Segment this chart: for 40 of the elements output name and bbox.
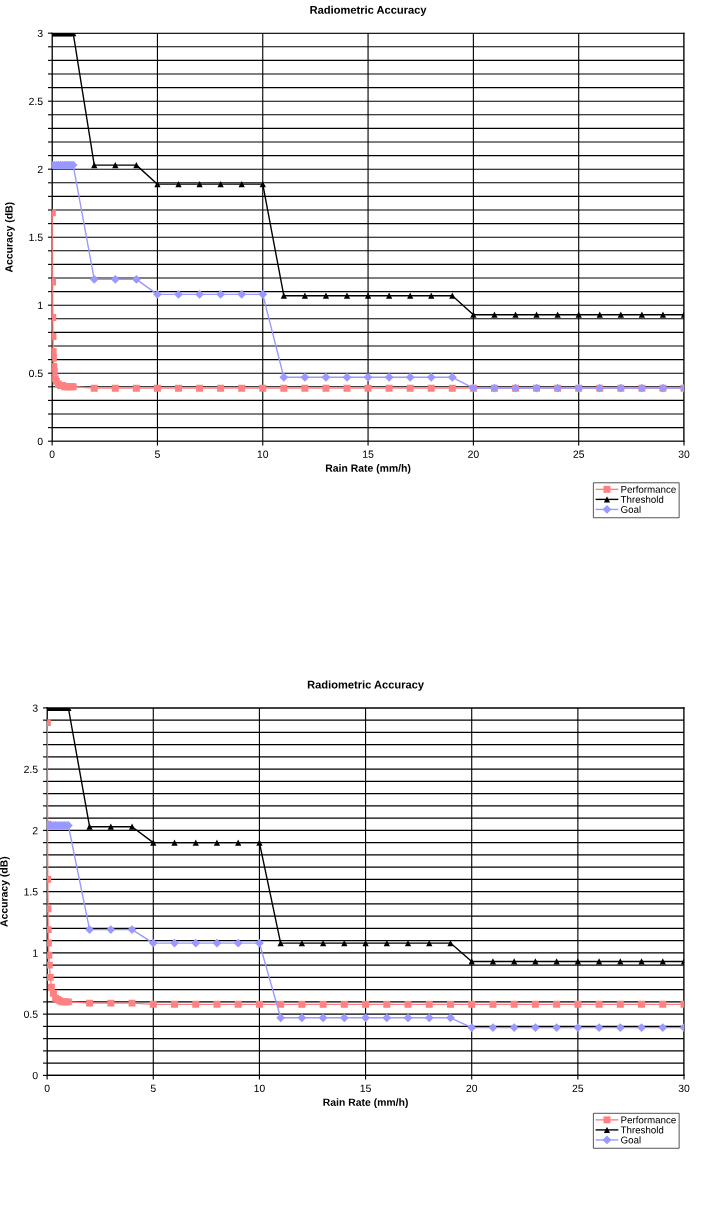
y-tick-label: 2 (32, 826, 38, 835)
x-tick-label: 0 (44, 1084, 50, 1093)
x-tick-label: 30 (678, 1084, 690, 1093)
y-tick-label: 2.5 (24, 765, 38, 774)
y-tick-label: 2 (37, 165, 43, 173)
y-tick-label: 2.5 (29, 97, 43, 106)
y-tick-label: 3 (37, 29, 43, 38)
y-tick-label: 0 (37, 437, 43, 446)
y-tick-label: 0.5 (29, 369, 43, 378)
y-axis-title: Accuracy (dB) (5, 202, 15, 273)
x-axis-title: Rain Rate (mm/h) (325, 464, 411, 474)
x-tick-label: 10 (257, 450, 269, 458)
legend-label: Performance (621, 1116, 676, 1124)
y-tick-label: 1.5 (29, 233, 43, 242)
legend-label: Performance (621, 485, 676, 493)
chart-title: Radiometric Accuracy (310, 5, 427, 17)
x-tick-label: 20 (466, 1084, 478, 1093)
x-tick-label: 25 (573, 450, 585, 458)
legend-label: Threshold (620, 1126, 664, 1134)
legend-label: Goal (621, 1136, 641, 1144)
x-tick-label: 0 (49, 450, 55, 458)
x-tick-label: 10 (254, 1084, 265, 1093)
legend-label: Threshold (620, 495, 664, 503)
x-tick-label: 25 (572, 1084, 584, 1093)
x-tick-label: 5 (154, 450, 160, 458)
x-axis-title: Rain Rate (mm/h) (323, 1098, 408, 1108)
x-tick-label: 30 (678, 450, 690, 458)
y-tick-label: 0 (32, 1071, 38, 1080)
y-tick-label: 1 (38, 301, 43, 309)
y-tick-label: 3 (32, 704, 38, 712)
y-axis-title: Accuracy (dB) (0, 856, 10, 927)
x-tick-label: 15 (363, 450, 374, 458)
x-tick-label: 15 (360, 1084, 371, 1093)
y-tick-label: 1 (33, 949, 38, 957)
x-tick-label: 5 (150, 1084, 156, 1093)
y-tick-label: 1.5 (24, 888, 38, 896)
legend-label: Goal (621, 505, 641, 513)
x-tick-label: 20 (468, 450, 479, 458)
y-tick-label: 0.5 (24, 1010, 38, 1019)
chart-title: Radiometric Accuracy (307, 680, 424, 691)
